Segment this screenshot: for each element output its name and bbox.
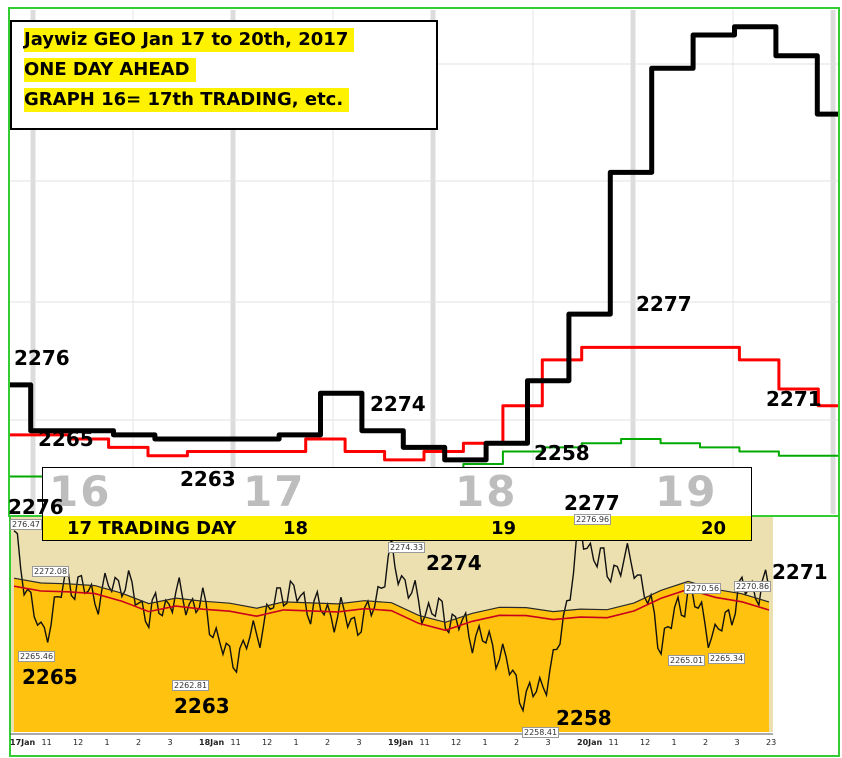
x-tick-label: 19Jan bbox=[388, 738, 414, 747]
bottom-annotation-2258: 2258 bbox=[556, 706, 612, 730]
top-annotation-2258: 2258 bbox=[534, 441, 590, 465]
trading-day-label: 17 TRADING DAY bbox=[67, 518, 237, 539]
value-label: 2270.86 bbox=[734, 581, 772, 592]
title-line-2: ONE DAY AHEAD bbox=[24, 58, 196, 82]
x-tick-label: 1 bbox=[671, 738, 677, 747]
title-line-3: GRAPH 16= 17th TRADING, etc. bbox=[24, 88, 350, 112]
bottom-annotation-2277: 2277 bbox=[564, 491, 620, 515]
bottom-annotation-2276: 2276 bbox=[8, 495, 64, 519]
x-tick-label: 11 bbox=[230, 738, 241, 747]
top-annotation-2277: 2277 bbox=[636, 292, 692, 316]
x-tick-label: 17Jan bbox=[10, 738, 36, 747]
x-tick-label: 3 bbox=[545, 738, 551, 747]
value-label: 2272.08 bbox=[32, 566, 70, 577]
value-label: 2265.34 bbox=[708, 653, 746, 664]
top-annotation-2265: 2265 bbox=[38, 427, 94, 451]
day-band: 16 17 18 19 17 TRADING DAY 18 19 20 bbox=[42, 467, 752, 541]
series-line-black bbox=[10, 24, 838, 463]
top-annotation-2263: 2263 bbox=[180, 467, 236, 491]
top-annotation-2276: 2276 bbox=[14, 346, 70, 370]
x-tick-label: 1 bbox=[482, 738, 488, 747]
x-tick-label: 3 bbox=[734, 738, 740, 747]
bottom-annotation-2265: 2265 bbox=[22, 665, 78, 689]
x-tick-label: 18Jan bbox=[199, 738, 225, 747]
value-label: 2262.81 bbox=[172, 680, 210, 691]
bottom-annotation-2271: 2271 bbox=[772, 560, 828, 584]
x-tick-label: 3 bbox=[356, 738, 362, 747]
day-label-18: 18 bbox=[455, 467, 518, 516]
x-tick-label: 11 bbox=[608, 738, 619, 747]
chart-title-box: Jaywiz GEO Jan 17 to 20th, 2017 ONE DAY … bbox=[10, 20, 438, 130]
x-tick-label: 11 bbox=[419, 738, 430, 747]
band-day-20: 20 bbox=[701, 518, 727, 539]
moving-average-black bbox=[13, 577, 770, 623]
bottom-right-margin bbox=[773, 516, 839, 736]
x-tick-label: 12 bbox=[451, 738, 462, 747]
x-tick-label: 3 bbox=[167, 738, 173, 747]
x-tick-label: 2 bbox=[325, 738, 331, 747]
moving-average-red bbox=[13, 585, 770, 632]
x-tick-label: 12 bbox=[640, 738, 651, 747]
x-tick-label: 12 bbox=[262, 738, 273, 747]
top-annotation-2274: 2274 bbox=[370, 392, 426, 416]
value-label: 2258.41 bbox=[522, 727, 560, 738]
x-tick-label: 20Jan bbox=[577, 738, 603, 747]
x-tick-label: 11 bbox=[41, 738, 52, 747]
band-day-19: 19 bbox=[491, 518, 517, 539]
band-day-18: 18 bbox=[283, 518, 309, 539]
x-tick-label: 2 bbox=[136, 738, 142, 747]
x-tick-label: 2 bbox=[514, 738, 520, 747]
top-annotation-2271: 2271 bbox=[766, 387, 822, 411]
trading-day-strip bbox=[43, 516, 751, 540]
value-label: 2276.96 bbox=[574, 514, 612, 525]
bottom-annotation-2263: 2263 bbox=[174, 694, 230, 718]
value-label: 2265.46 bbox=[18, 651, 56, 662]
value-label: 2265.01 bbox=[668, 655, 706, 666]
series-line-red bbox=[10, 345, 838, 462]
bottom-annotation-2274: 2274 bbox=[426, 551, 482, 575]
x-tick-label: 23 bbox=[766, 738, 777, 747]
x-tick-label: 2 bbox=[703, 738, 709, 747]
value-label: 276.47 bbox=[10, 519, 42, 530]
title-line-1: Jaywiz GEO Jan 17 to 20th, 2017 bbox=[24, 28, 355, 52]
x-tick-label: 1 bbox=[104, 738, 110, 747]
day-label-19: 19 bbox=[655, 467, 718, 516]
value-label: 2270.56 bbox=[684, 583, 722, 594]
day-label-16: 16 bbox=[49, 467, 112, 516]
x-tick-label: 12 bbox=[73, 738, 84, 747]
x-tick-label: 1 bbox=[293, 738, 299, 747]
value-label: 2274.33 bbox=[388, 542, 426, 553]
day-label-17: 17 bbox=[243, 467, 306, 516]
